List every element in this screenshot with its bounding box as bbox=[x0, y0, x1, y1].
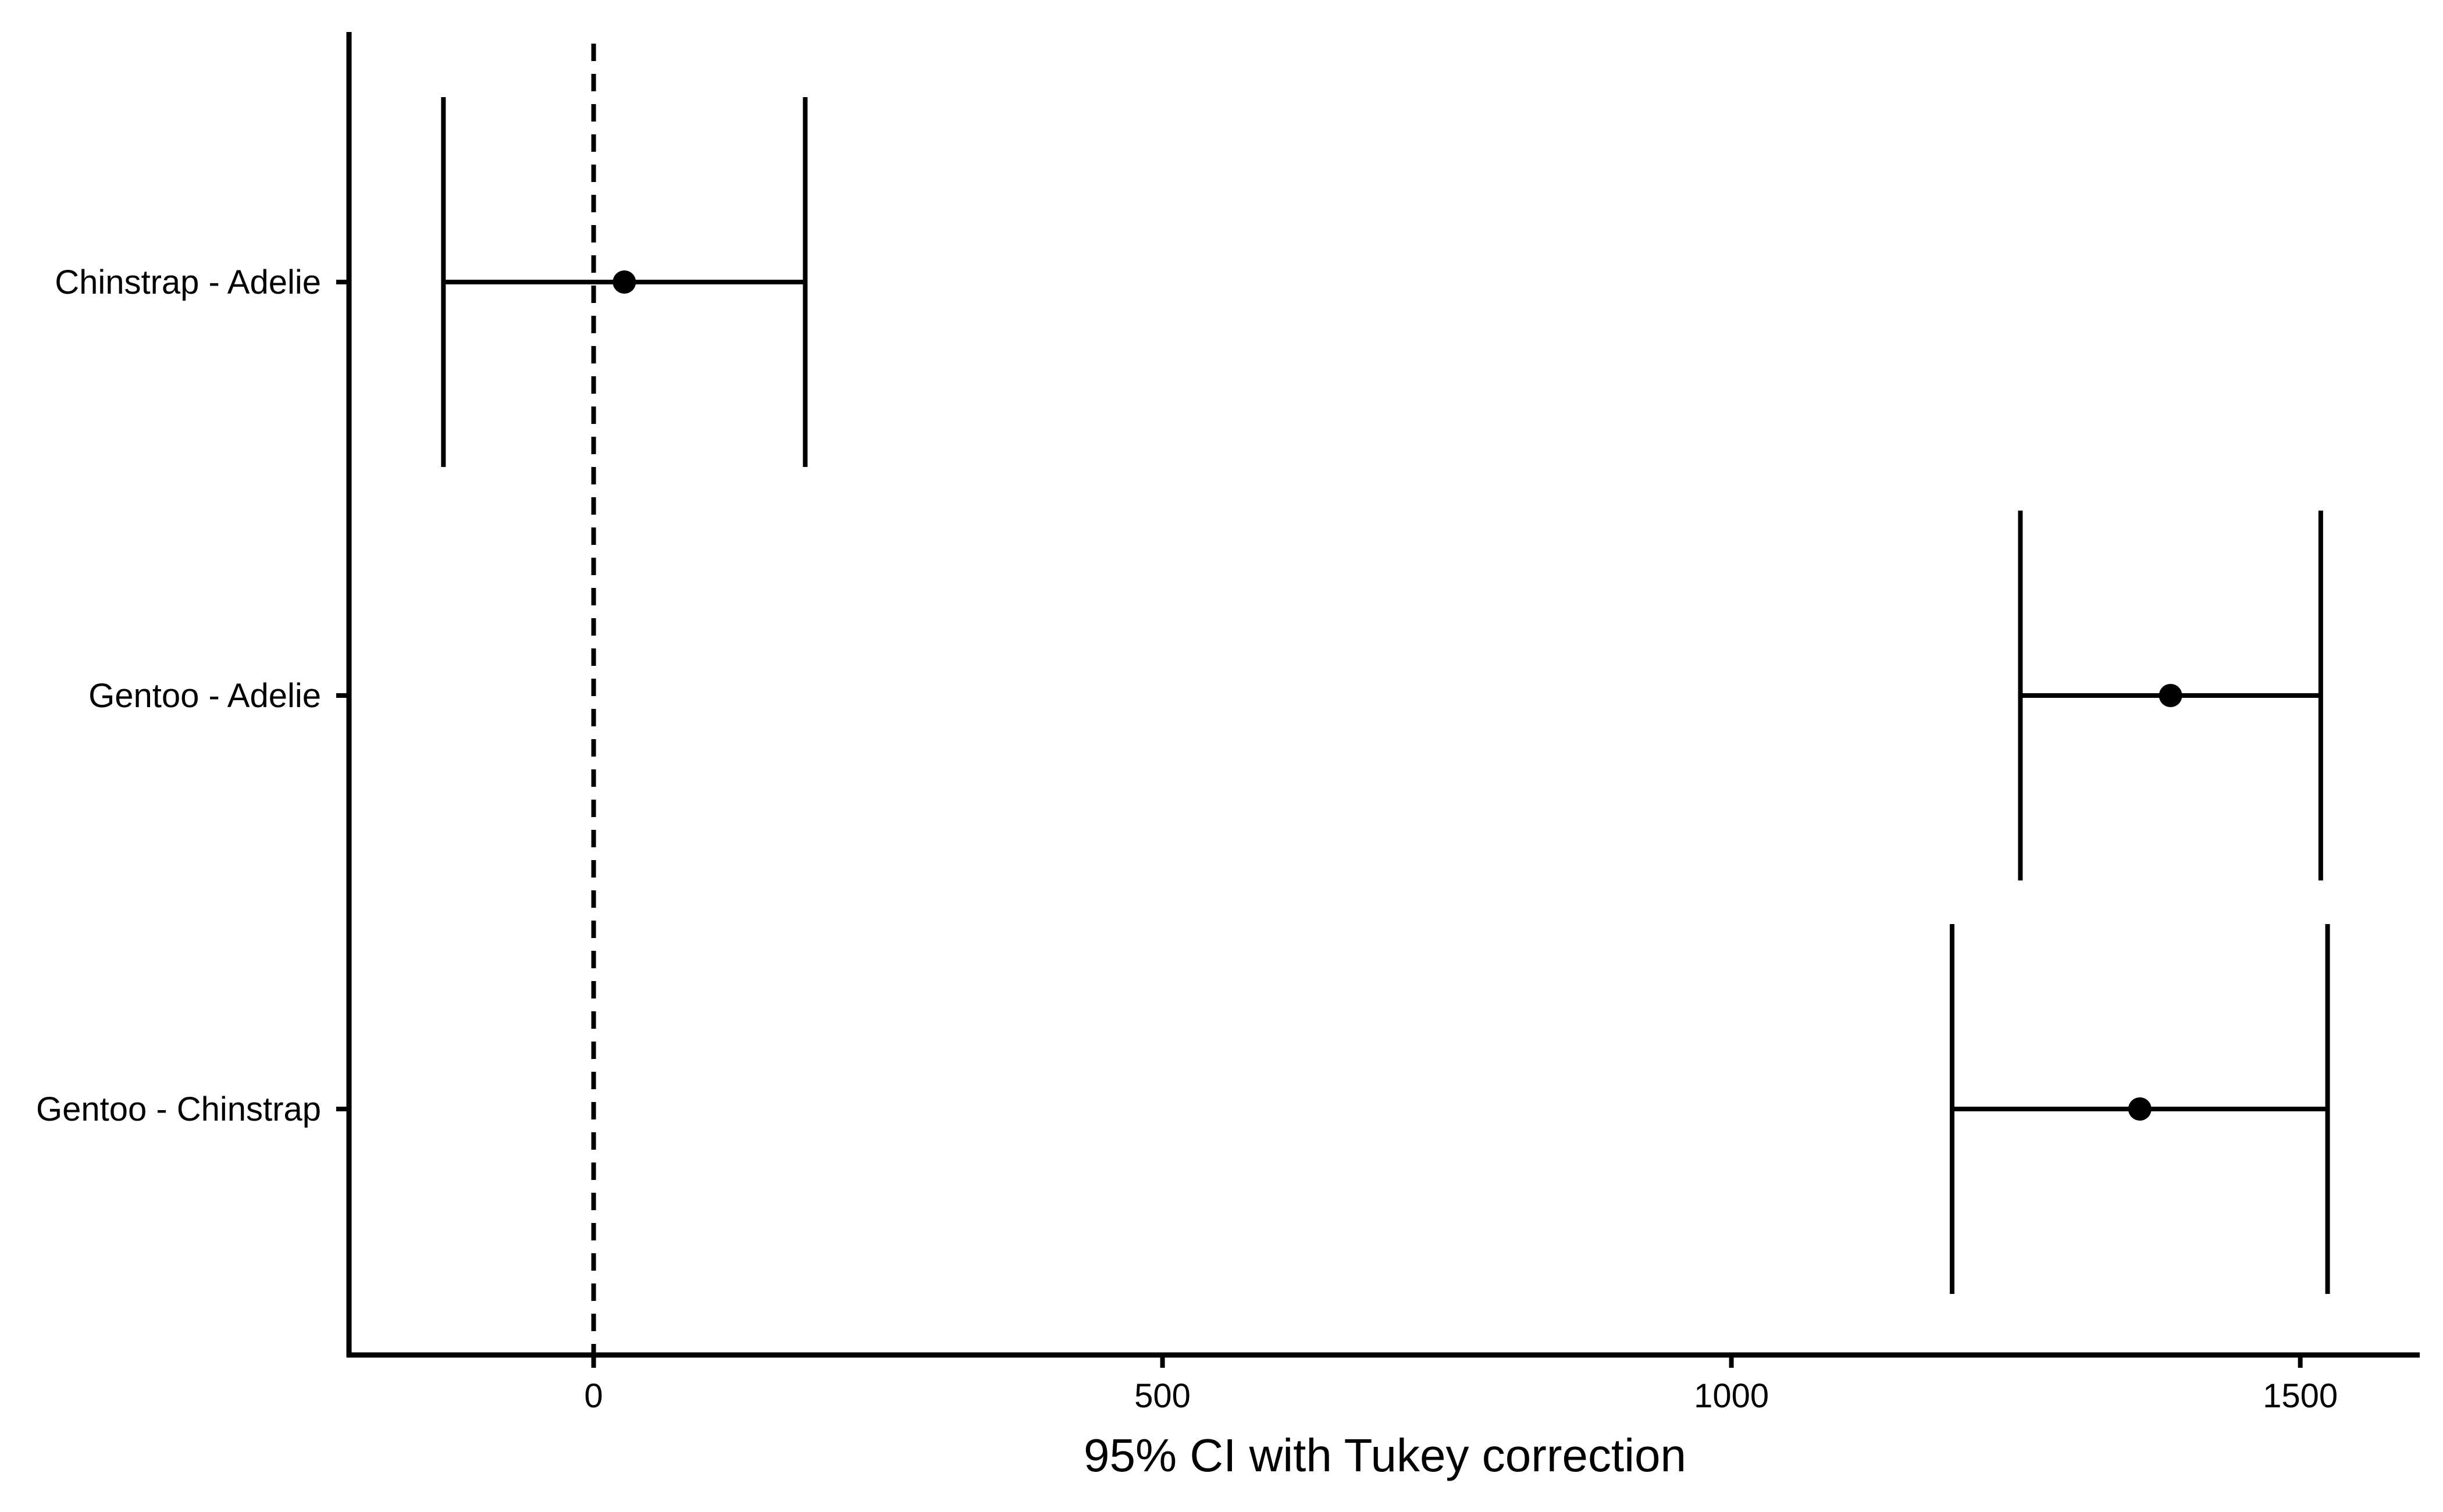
x-tick-label: 1500 bbox=[2263, 1377, 2338, 1415]
point-estimate bbox=[2128, 1097, 2152, 1121]
marks-layer bbox=[441, 97, 2330, 1294]
ci-row-3 bbox=[1950, 924, 2330, 1294]
y-tick-label: Chinstrap - Adelie bbox=[55, 263, 321, 301]
x-tick-label: 1000 bbox=[1694, 1377, 1769, 1415]
y-tick-label: Gentoo - Adelie bbox=[88, 677, 321, 715]
axes-layer: Chinstrap - Adelie Gentoo - Adelie Gentoo … bbox=[36, 32, 2420, 1415]
ci-row-1 bbox=[441, 97, 808, 467]
y-tick-label: Gentoo - Chinstrap bbox=[36, 1090, 321, 1128]
ci-row-2 bbox=[2018, 511, 2323, 880]
x-tick-label: 0 bbox=[584, 1377, 603, 1415]
point-estimate bbox=[2159, 684, 2182, 707]
point-estimate bbox=[612, 270, 636, 294]
x-tick-label: 500 bbox=[1134, 1377, 1191, 1415]
x-axis-title: 95% CI with Tukey correction bbox=[1084, 1429, 1686, 1481]
